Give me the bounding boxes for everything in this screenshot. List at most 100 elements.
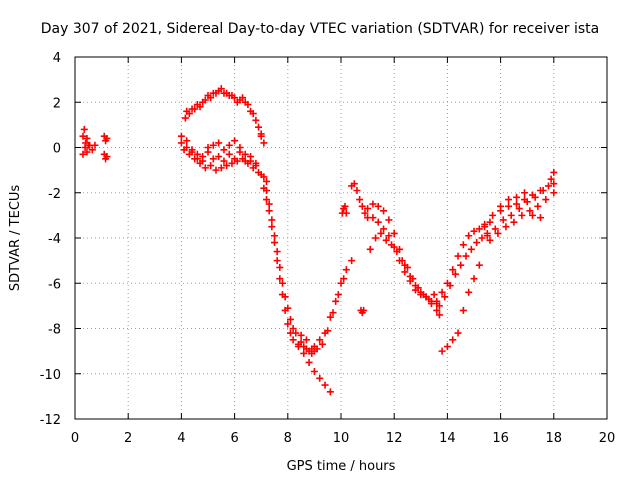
data-point bbox=[284, 320, 292, 328]
series-tail-d bbox=[497, 189, 544, 222]
data-point bbox=[207, 94, 215, 102]
data-point bbox=[81, 144, 89, 151]
data-point bbox=[201, 96, 209, 104]
series-recovery-b bbox=[297, 275, 348, 357]
data-point bbox=[286, 315, 294, 323]
series-cluster-early-b bbox=[79, 134, 99, 158]
data-point bbox=[252, 159, 260, 167]
data-point bbox=[191, 105, 199, 113]
data-point bbox=[433, 306, 441, 314]
data-point bbox=[83, 134, 91, 142]
data-point bbox=[297, 338, 305, 346]
x-tick-label: 0 bbox=[71, 431, 79, 446]
data-point bbox=[228, 91, 236, 99]
data-point bbox=[313, 345, 321, 353]
data-point bbox=[507, 211, 515, 219]
data-point bbox=[284, 304, 292, 312]
data-point bbox=[534, 202, 542, 210]
data-point bbox=[326, 388, 334, 396]
data-point bbox=[268, 216, 276, 224]
data-point bbox=[334, 291, 342, 299]
data-point bbox=[217, 164, 225, 172]
data-point bbox=[193, 155, 201, 163]
y-tick-label: 4 bbox=[53, 51, 61, 66]
data-point bbox=[231, 137, 239, 145]
data-point bbox=[353, 186, 361, 194]
data-point bbox=[220, 157, 228, 165]
data-point bbox=[326, 313, 334, 321]
data-point bbox=[305, 358, 313, 366]
data-point bbox=[196, 159, 204, 167]
data-point bbox=[486, 218, 494, 226]
data-point bbox=[233, 157, 241, 165]
y-tick-label: 0 bbox=[53, 142, 61, 157]
data-point bbox=[547, 175, 555, 183]
data-point bbox=[396, 257, 404, 265]
data-point bbox=[228, 159, 236, 167]
data-point bbox=[233, 98, 241, 106]
data-point bbox=[83, 148, 91, 156]
data-point bbox=[364, 205, 372, 213]
data-point bbox=[103, 153, 111, 161]
data-point bbox=[462, 252, 470, 260]
data-point bbox=[380, 207, 388, 215]
data-point bbox=[401, 268, 409, 276]
data-point bbox=[497, 202, 505, 210]
series-arc-upper-a bbox=[183, 87, 268, 147]
series-mid-b bbox=[348, 180, 372, 222]
data-point bbox=[297, 331, 305, 339]
data-point bbox=[470, 275, 478, 283]
x-tick-label: 14 bbox=[439, 431, 456, 446]
data-point bbox=[257, 132, 265, 140]
data-point bbox=[491, 225, 499, 233]
data-point bbox=[470, 227, 478, 235]
data-point bbox=[411, 286, 419, 294]
series-mid-c bbox=[357, 306, 368, 317]
data-point bbox=[374, 202, 382, 210]
data-point bbox=[239, 94, 247, 102]
data-point bbox=[212, 89, 220, 97]
y-tick-label: 2 bbox=[53, 96, 61, 111]
data-point bbox=[188, 148, 196, 156]
data-point bbox=[521, 196, 529, 204]
series-mid-a bbox=[338, 202, 350, 217]
data-point bbox=[544, 182, 552, 190]
data-point bbox=[244, 101, 252, 109]
data-point bbox=[443, 343, 451, 351]
x-tick-label: 2 bbox=[124, 431, 132, 446]
data-point bbox=[417, 291, 425, 299]
series-cluster-early-d bbox=[100, 150, 111, 163]
data-point bbox=[255, 168, 263, 176]
data-point bbox=[446, 282, 454, 290]
data-point bbox=[185, 110, 193, 118]
data-point bbox=[510, 218, 518, 226]
data-point bbox=[225, 150, 233, 158]
data-point bbox=[204, 144, 212, 151]
data-point bbox=[451, 270, 459, 278]
data-point bbox=[215, 153, 223, 161]
data-point bbox=[481, 220, 489, 228]
data-point bbox=[332, 297, 340, 305]
series-wave-b bbox=[366, 229, 438, 303]
data-point bbox=[526, 207, 534, 215]
data-point bbox=[302, 345, 310, 353]
series-descent-b bbox=[263, 186, 318, 355]
series-arc-lower-c bbox=[177, 137, 260, 167]
data-point bbox=[385, 232, 393, 240]
data-point bbox=[380, 225, 388, 233]
data-point bbox=[473, 239, 481, 247]
data-point bbox=[181, 114, 189, 122]
data-point bbox=[220, 146, 228, 154]
data-point bbox=[321, 381, 329, 389]
data-point bbox=[249, 164, 257, 172]
x-tick-label: 18 bbox=[546, 431, 563, 446]
data-point bbox=[483, 232, 491, 240]
data-point bbox=[438, 347, 446, 355]
data-point bbox=[489, 211, 497, 219]
x-tick-label: 6 bbox=[230, 431, 238, 446]
data-point bbox=[358, 202, 366, 210]
data-point bbox=[302, 336, 310, 344]
data-point bbox=[300, 349, 308, 357]
data-point bbox=[435, 311, 443, 319]
data-point bbox=[356, 196, 364, 204]
